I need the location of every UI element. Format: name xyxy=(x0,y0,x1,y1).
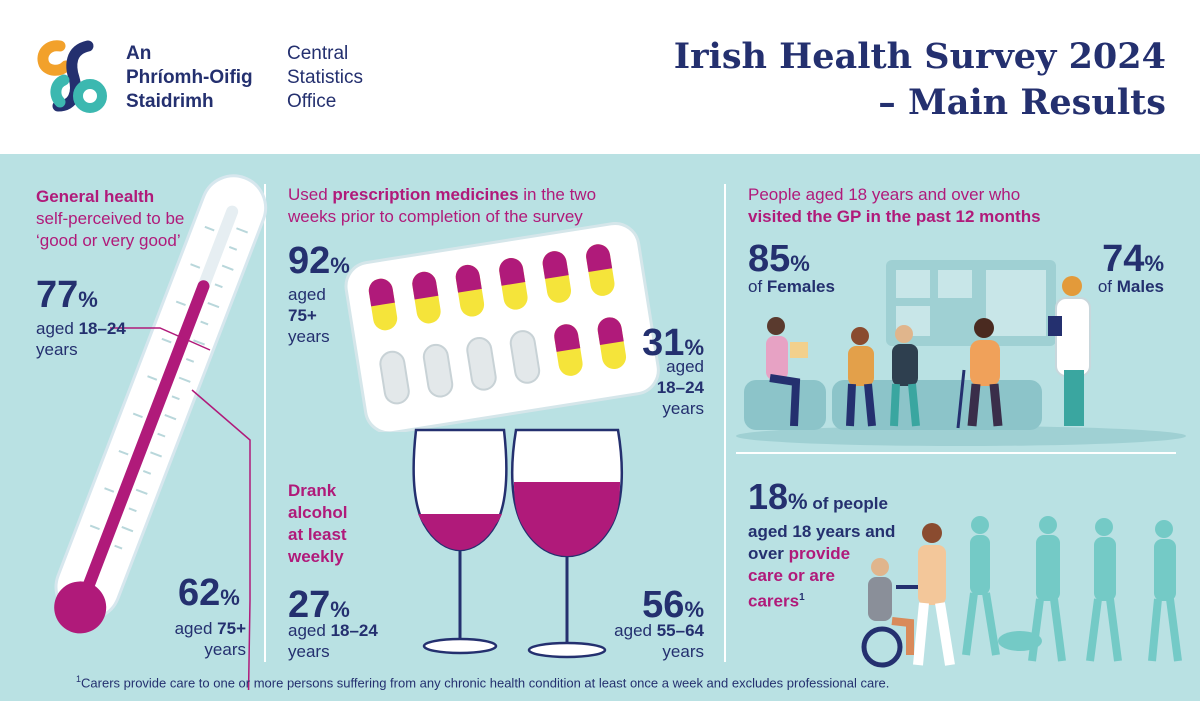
logo-english-line-2: Statistics xyxy=(287,67,364,88)
prescription-old-value: 92 xyxy=(288,240,331,282)
wine-glass-right xyxy=(510,428,624,659)
prescription-old-label: aged 75+ years xyxy=(288,285,330,346)
general-health-young-stat: 77% xyxy=(36,276,98,319)
logo-english-line-1: Central xyxy=(287,43,349,64)
percent-sign: % xyxy=(220,585,240,610)
prescription-young-stat: 31% xyxy=(618,324,704,367)
patient-figure-2 xyxy=(846,327,876,427)
alcohol-mid-value: 56 xyxy=(642,584,685,626)
cso-logo-icon xyxy=(37,40,107,113)
patient-figure-1 xyxy=(766,317,808,427)
general-health-old-stat: 62% xyxy=(178,574,240,617)
logo-irish-line-3: Staidrimh xyxy=(126,91,214,112)
logo-english-name: Central Statistics Office xyxy=(287,42,363,114)
gp-male-stat: 74% xyxy=(1080,240,1164,283)
prescription-young-value: 31 xyxy=(642,322,685,364)
patient-figure-3 xyxy=(890,325,920,427)
divider-right xyxy=(724,184,726,662)
general-health-heading-line-2: self-perceived to be xyxy=(36,209,185,228)
percent-sign: % xyxy=(790,251,810,276)
pill-blister-pack-illustration xyxy=(344,222,660,432)
alcohol-young-value: 27 xyxy=(288,584,331,626)
percent-sign: % xyxy=(684,597,704,622)
gp-male-value: 74 xyxy=(1102,238,1145,280)
percent-sign: % xyxy=(78,287,98,312)
general-health-young-label: aged 18–24 years xyxy=(36,319,126,359)
gp-heading: People aged 18 years and over who visite… xyxy=(748,185,1041,226)
logo-irish-line-2: Phríomh-Oifig xyxy=(126,67,253,88)
patient-figure-4 xyxy=(956,318,1003,429)
header: An Phríomh-Oifig Staidrimh Central Stati… xyxy=(0,0,1200,154)
logo-irish-name: An Phríomh-Oifig Staidrimh xyxy=(126,42,253,114)
gp-female-value: 85 xyxy=(748,238,791,280)
general-health-old-value: 62 xyxy=(178,572,221,614)
page-title-line-1: Irish Health Survey 2024 xyxy=(673,36,1166,77)
alcohol-mid-label: aged 55–64 years xyxy=(614,621,704,661)
percent-sign: % xyxy=(330,597,350,622)
prescription-heading: Used prescription medicines in the two w… xyxy=(288,185,597,226)
wheelchair-user-figure xyxy=(861,558,918,668)
percent-sign: % xyxy=(330,253,350,278)
carer-figure xyxy=(913,523,955,666)
general-health-heading-bold: General health xyxy=(36,187,155,206)
carers-value: 18% xyxy=(748,476,808,517)
alcohol-young-stat: 27% xyxy=(288,586,350,629)
prescription-young-label: aged 18–24 years xyxy=(656,357,704,418)
general-health-old-label: aged 75+ years xyxy=(174,619,246,659)
gp-female-label: of Females xyxy=(748,277,835,296)
footnote: 1Carers provide care to one or more pers… xyxy=(76,674,890,691)
waiting-room-illustration xyxy=(736,260,1186,446)
percent-sign: % xyxy=(1144,251,1164,276)
logo-irish-line-1: An xyxy=(126,43,152,64)
alcohol-heading: Drank alcohol at least weekly xyxy=(288,481,348,566)
alcohol-mid-stat: 56% xyxy=(600,586,704,629)
general-health-young-value: 77 xyxy=(36,274,79,316)
page-title: Irish Health Survey 2024 – Main Results xyxy=(674,34,1166,126)
page-title-line-2: – Main Results xyxy=(878,82,1166,123)
logo-english-line-3: Office xyxy=(287,91,337,112)
wine-glasses-illustration xyxy=(412,428,624,659)
divider-left xyxy=(264,184,266,662)
carers-statement: 18% of people aged 18 years and over pro… xyxy=(748,476,896,611)
general-health-heading: General health self-perceived to be ‘goo… xyxy=(36,186,184,252)
alcohol-young-label: aged 18–24 years xyxy=(288,621,378,661)
doctor-figure xyxy=(1048,276,1091,426)
prescription-old-stat: 92% xyxy=(288,242,350,285)
gp-male-label: of Males xyxy=(1097,277,1164,296)
divider-horizontal-right xyxy=(736,452,1176,454)
percent-sign: % xyxy=(684,335,704,360)
wine-glass-left xyxy=(412,428,508,655)
carers-illustration xyxy=(861,516,1182,668)
background-people-silhouettes xyxy=(962,516,1182,662)
thermometer-illustration xyxy=(54,174,268,690)
gp-female-stat: 85% xyxy=(748,240,810,283)
general-health-heading-line-3: ‘good or very good’ xyxy=(36,231,181,250)
